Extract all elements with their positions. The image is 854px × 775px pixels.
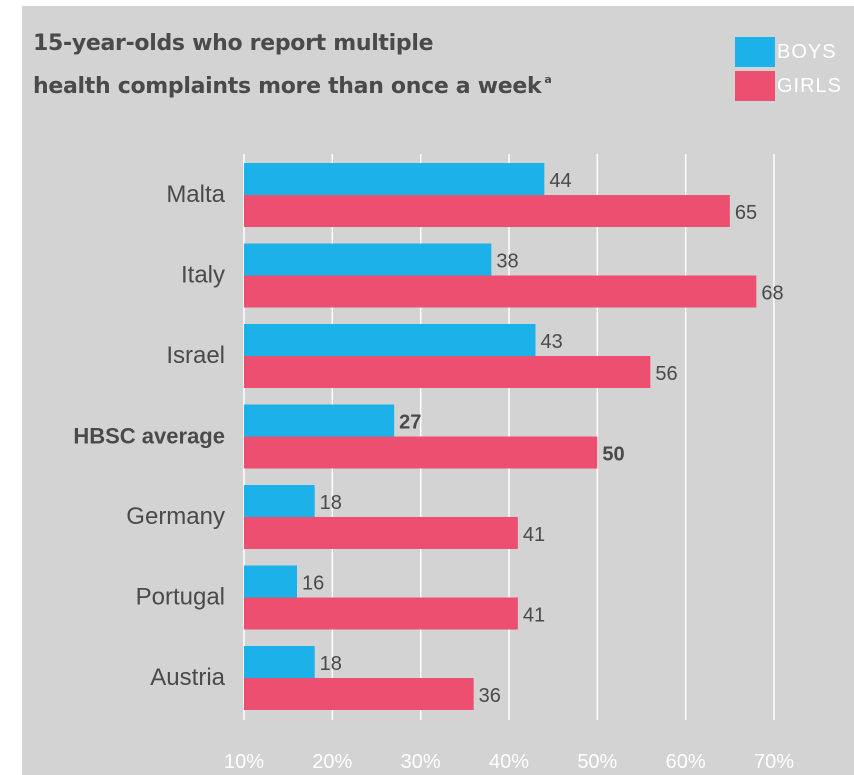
- x-tick-label: 20%: [312, 751, 352, 773]
- data-label: 16: [302, 573, 324, 595]
- bar-boys: [244, 324, 536, 356]
- data-label: 68: [761, 283, 783, 305]
- category-label: Portugal: [136, 584, 225, 611]
- legend-label-boys: BOYS: [777, 41, 837, 63]
- chart-panel: 15-year-olds who report multiple health …: [22, 6, 854, 775]
- title-line-1: 15-year-olds who report multiple: [33, 31, 434, 56]
- bar-boys: [244, 243, 492, 276]
- bar-girls: [244, 436, 598, 469]
- x-tick-label: 40%: [489, 751, 529, 773]
- category-label: Germany: [126, 503, 225, 530]
- bar-boys: [244, 404, 395, 437]
- x-tick-label: 60%: [666, 751, 706, 773]
- data-label: 27: [399, 412, 421, 434]
- bar-boys: [244, 163, 545, 195]
- x-tick-label: 70%: [754, 751, 794, 773]
- data-label: 36: [479, 685, 501, 707]
- data-label: 38: [496, 251, 518, 273]
- data-label: 18: [320, 492, 342, 514]
- bar-girls: [244, 517, 518, 549]
- x-tick-label: 50%: [577, 751, 617, 773]
- category-label: HBSC average: [73, 424, 225, 449]
- category-label: Israel: [166, 342, 225, 369]
- x-tick-label: 10%: [224, 751, 264, 773]
- chart-title: 15-year-olds who report multiple health …: [33, 26, 673, 105]
- data-label: 44: [549, 170, 571, 192]
- data-label: 56: [655, 363, 677, 385]
- legend-swatch-boys: [735, 37, 775, 67]
- category-label: Malta: [166, 181, 225, 208]
- bar-girls: [244, 597, 518, 630]
- data-label: 43: [541, 331, 563, 353]
- category-label: Italy: [181, 262, 225, 289]
- data-label: 18: [320, 653, 342, 675]
- x-tick-label: 30%: [401, 751, 441, 773]
- bar-chart: 10% 20% 30% 40% 50% 60% 70% Malta 44 65 Italy 38 68 I…: [73, 154, 794, 773]
- legend-label-girls: GIRLS: [777, 75, 843, 97]
- bar-girls: [244, 356, 651, 388]
- data-label: 41: [523, 524, 545, 546]
- data-label: 50: [602, 444, 624, 466]
- data-label: 41: [523, 605, 545, 627]
- bar-boys: [244, 485, 315, 517]
- bar-boys: [244, 565, 297, 598]
- legend-swatch-girls: [735, 71, 775, 101]
- bar-boys: [244, 646, 315, 678]
- data-label: 65: [735, 202, 757, 224]
- bar-girls: [244, 678, 474, 710]
- title-footnote-marker: a: [544, 73, 552, 86]
- bar-girls: [244, 275, 757, 308]
- title-line-2: health complaints more than once a week: [33, 74, 542, 99]
- bar-girls: [244, 195, 730, 227]
- category-label: Austria: [150, 664, 225, 691]
